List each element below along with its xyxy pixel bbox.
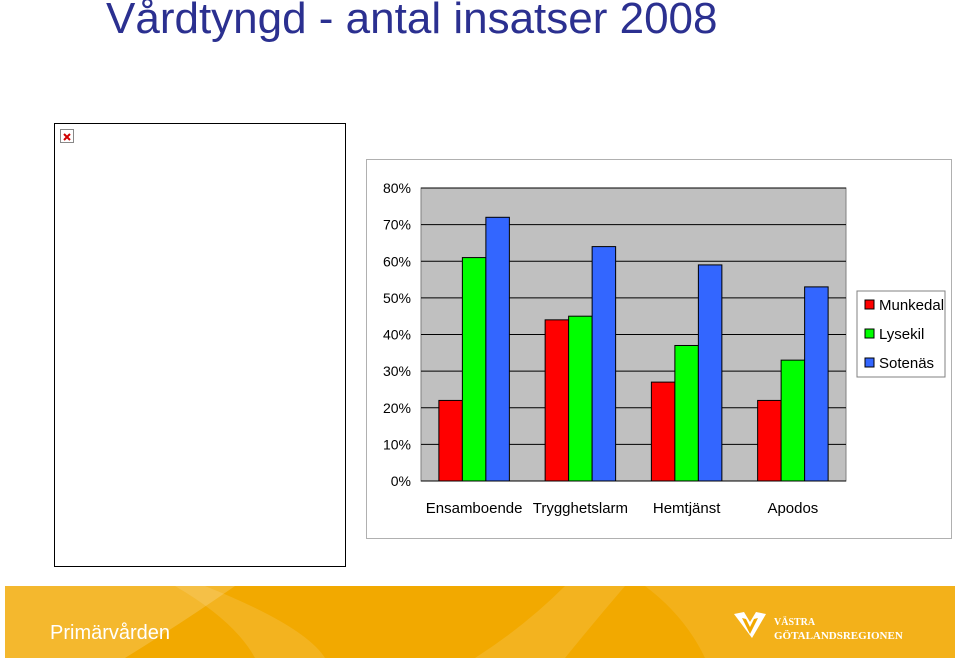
- x-tick-label: Ensamboende: [426, 500, 523, 517]
- footer-bar: Primärvården VÄSTRA GÖTALANDSREGIONEN: [5, 586, 955, 658]
- bar: [650, 381, 676, 482]
- bar: [780, 359, 806, 482]
- legend-swatch: [864, 299, 875, 310]
- org-name-line1: VÄSTRA: [774, 615, 816, 628]
- legend-label: Lysekil: [879, 326, 924, 343]
- y-tick-label: 40%: [383, 327, 411, 343]
- y-tick-label: 20%: [383, 400, 411, 416]
- x-tick-label: Hemtjänst: [653, 500, 721, 517]
- footer-label: Primärvården: [50, 622, 171, 644]
- bar: [485, 216, 510, 482]
- bar: [804, 286, 829, 482]
- broken-image-icon: [60, 129, 74, 143]
- legend-label: Sotenäs: [879, 355, 934, 372]
- y-tick-label: 10%: [383, 436, 411, 452]
- x-tick-label: Apodos: [767, 500, 818, 517]
- y-tick-label: 70%: [383, 217, 411, 233]
- bar: [438, 399, 463, 482]
- image-placeholder: [54, 123, 346, 567]
- y-tick-label: 30%: [383, 363, 411, 379]
- bar: [697, 264, 723, 482]
- y-tick-label: 0%: [391, 473, 411, 489]
- footer-decoration: [5, 586, 955, 658]
- bar: [674, 344, 699, 482]
- bar: [461, 257, 487, 482]
- y-tick-label: 60%: [383, 253, 411, 269]
- y-tick-label: 50%: [383, 290, 411, 306]
- org-name-line2: GÖTALANDSREGIONEN: [774, 629, 903, 642]
- organization-logo: VÄSTRA GÖTALANDSREGIONEN: [734, 612, 903, 642]
- bar-chart-svg: 0% 10% 20% 30% 40% 50% 60% 70% 80% Ensamboende Try…: [383, 180, 946, 517]
- legend-swatch: [864, 328, 875, 339]
- x-tick-label: Trygghetslarm: [533, 500, 628, 517]
- logo-mark-icon: [734, 612, 766, 638]
- bar: [757, 399, 782, 482]
- bar: [544, 319, 570, 482]
- y-tick-label: 80%: [383, 180, 411, 196]
- legend-swatch: [864, 357, 875, 368]
- bar: [591, 246, 617, 482]
- slide-title: Vårdtyngd - antal insatser 2008: [106, 0, 718, 43]
- bar: [568, 315, 593, 482]
- chart: 0% 10% 20% 30% 40% 50% 60% 70% 80% Ensamboende Try…: [366, 159, 952, 539]
- legend-label: Munkedal: [879, 297, 944, 314]
